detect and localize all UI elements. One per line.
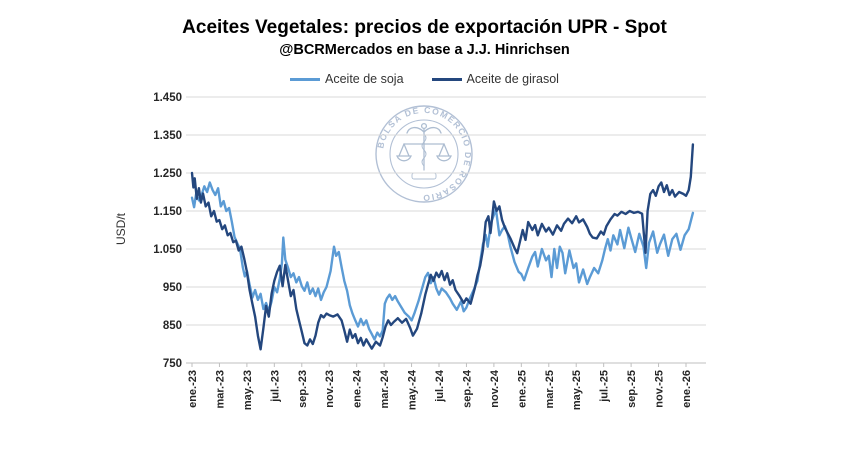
x-tick-label: sep.-23	[297, 370, 309, 408]
x-tick-label: sep.-24	[461, 369, 473, 408]
x-tick-label: ene.-23	[187, 370, 199, 408]
y-tick-label: 750	[163, 358, 182, 370]
girasol-line-swatch-icon	[431, 77, 462, 81]
legend-label-soja: Aceite de soja	[325, 72, 404, 86]
legend-label-girasol: Aceite de girasol	[466, 72, 559, 86]
y-tick-label: 950	[163, 282, 182, 294]
y-tick-label: 1.050	[153, 244, 182, 256]
x-tick-label: nov.-25	[654, 370, 666, 408]
y-tick-label: 1.150	[153, 206, 182, 218]
y-tick-label: 1.350	[153, 130, 182, 142]
x-tick-label: mar.-24	[379, 369, 391, 408]
x-tick-label: may.-23	[242, 370, 254, 410]
series-line-aceite-de-soja	[190, 181, 695, 341]
y-tick-label: 1.450	[153, 92, 182, 104]
series-line-aceite-de-girasol	[190, 143, 695, 351]
x-tick-label: mar.-25	[544, 370, 556, 409]
bcr-seal-watermark-icon: BOLSA DE COMERCIO DE ROSARIO	[375, 105, 473, 203]
x-tick-label: ene.-25	[516, 370, 528, 408]
x-tick-label: nov.-23	[324, 370, 336, 408]
legend-item-soja: Aceite de soja	[290, 72, 404, 86]
legend-item-girasol: Aceite de girasol	[431, 72, 559, 86]
x-tick-label: jul.-23	[269, 370, 281, 403]
x-tick-label: ene.-26	[681, 370, 693, 408]
x-tick-label: ene.-24	[352, 369, 364, 408]
chart-title: Aceites Vegetales: precios de exportació…	[182, 17, 667, 38]
chart-legend: Aceite de soja Aceite de girasol	[0, 72, 849, 86]
x-tick-label: nov.-24	[489, 369, 501, 408]
soja-line-swatch-icon	[290, 77, 321, 81]
x-tick-label: jul.-24	[434, 369, 446, 403]
x-tick-label: jul.-25	[599, 370, 611, 403]
y-tick-label: 1.250	[153, 168, 182, 180]
chart-subtitle: @BCRMercados en base a J.J. Hinrichsen	[279, 42, 570, 58]
x-tick-label: may.-24	[407, 369, 419, 410]
x-tick-label: mar.-23	[214, 370, 226, 409]
x-tick-label: sep.-25	[626, 370, 638, 408]
y-tick-label: 850	[163, 320, 182, 332]
x-tick-label: may.-25	[571, 370, 583, 410]
